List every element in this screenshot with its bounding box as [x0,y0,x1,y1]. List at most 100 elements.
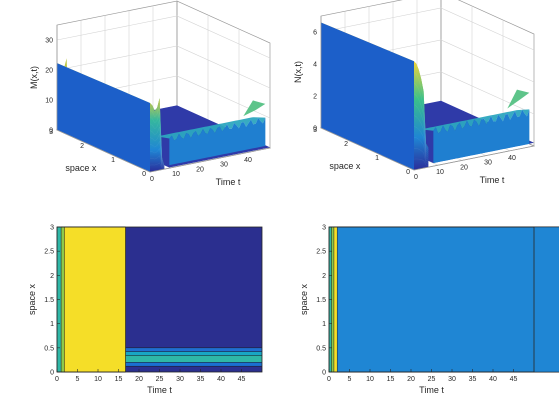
z-tick-label: 10 [45,98,53,105]
surface-mesh [413,126,429,160]
surface-mesh [413,93,429,154]
time-tick-label: 35 [197,376,205,383]
surface-edge [507,89,530,109]
time-tick-label: 40 [489,376,497,383]
time-tick-label: 10 [436,169,444,176]
time-tick-label: 25 [156,376,164,383]
space-tick-label: 1.5 [44,297,54,304]
time-tick-label: 0 [55,376,59,383]
surface-mesh [149,162,165,170]
surface-mesh [413,71,429,150]
space-tick-label: 0 [406,169,410,176]
z-tick-label: 0 [49,128,53,135]
surface-ridge-face [169,117,266,166]
space-axis-label: space x [329,161,361,171]
surface-mesh [413,104,429,156]
space-tick-label: 2 [50,273,54,280]
surface-ridge-face [433,109,530,164]
space-tick-label: 1 [50,321,54,328]
space-tick-label: 0 [322,370,326,377]
time-tick-label: 0 [414,174,418,181]
time-tick-label: 45 [238,376,246,383]
time-tick-label: 20 [135,376,143,383]
surface-mesh [413,82,429,152]
z-axis-label: M(x,t) [29,66,39,89]
time-tick-label: 15 [387,376,395,383]
surface-mesh [413,158,429,166]
space-axis-label: space x [65,163,97,173]
contour-band [77,362,262,367]
axis-line [413,145,535,171]
time-tick-label: 5 [76,376,80,383]
time-axis-label: Time t [147,385,172,395]
space-axis-label: space x [299,283,309,315]
time-axis-label: Time t [216,177,241,187]
surface-front-face [150,98,165,172]
time-tick-label: 15 [115,376,123,383]
surface-mesh [149,155,165,169]
space-tick-label: 2 [322,273,326,280]
surface-mesh [149,126,165,168]
time-tick-label: 0 [150,176,154,183]
space-tick-label: 3 [322,225,326,232]
time-tick-label: 20 [407,376,415,383]
time-tick-label: 10 [366,376,374,383]
contour-plot-n: 0 5 10 15 20 25 30 35 40 45 0 0.5 1 1.5 2 2.5 3 Time t spa… [299,225,559,395]
axis-line [149,147,271,173]
time-axis-label: Time t [419,385,444,395]
space-tick-label: 1 [111,157,115,164]
surface-mesh [149,105,165,167]
space-tick-label: 1 [322,321,326,328]
time-tick-label: 40 [244,157,252,164]
time-tick-label: 20 [196,166,204,173]
surface-front-face [414,61,429,171]
time-tick-label: 30 [484,160,492,167]
time-tick-label: 40 [217,376,225,383]
space-tick-label: 2.5 [44,249,54,256]
surface-mesh [149,147,165,169]
surface-side-face [321,22,414,170]
gridline [56,45,271,89]
contour-band [77,355,262,363]
surface-mesh [149,140,165,169]
surface-mesh [149,112,165,167]
z-tick-label: 6 [313,30,317,37]
time-tick-label: 30 [448,376,456,383]
surface-mesh [413,137,429,162]
time-tick-label: 0 [327,376,331,383]
gridline [56,15,271,59]
contour-plot-m: 0 5 10 15 20 25 30 35 40 45 0 0.5 1 1.5 2 2.5 3 Time t spa… [27,225,263,395]
contour-band [77,347,262,352]
surface-ridge [156,117,266,141]
time-axis-label: Time t [480,175,505,185]
gridline [320,7,535,51]
time-tick-label: 10 [94,376,102,383]
surface-side-face [57,63,150,172]
space-tick-label: 3 [50,225,54,232]
surface-ridge [420,109,530,134]
time-tick-label: 5 [348,376,352,383]
z-tick-label: 4 [313,62,317,69]
surface-mesh [149,133,165,168]
space-tick-label: 0.5 [44,345,54,352]
space-tick-label: 2 [80,143,84,150]
surface-mesh [149,119,165,168]
space-tick-label: 0 [50,370,54,377]
time-tick-label: 30 [220,162,228,169]
time-tick-label: 30 [176,376,184,383]
time-tick-label: 25 [428,376,436,383]
z-axis-label: N(x,t) [293,61,303,83]
space-tick-label: 0 [142,171,146,178]
z-tick-label: 2 [313,94,317,101]
contour-band [77,351,262,356]
axis-line [320,127,415,171]
surface-mesh [413,115,429,158]
space-tick-label: 2.5 [316,249,326,256]
space-tick-label: 3 [49,129,53,136]
space-tick-label: 1.5 [316,297,326,304]
time-tick-label: 45 [510,376,518,383]
time-tick-label: 20 [460,164,468,171]
axis-line [56,129,151,173]
